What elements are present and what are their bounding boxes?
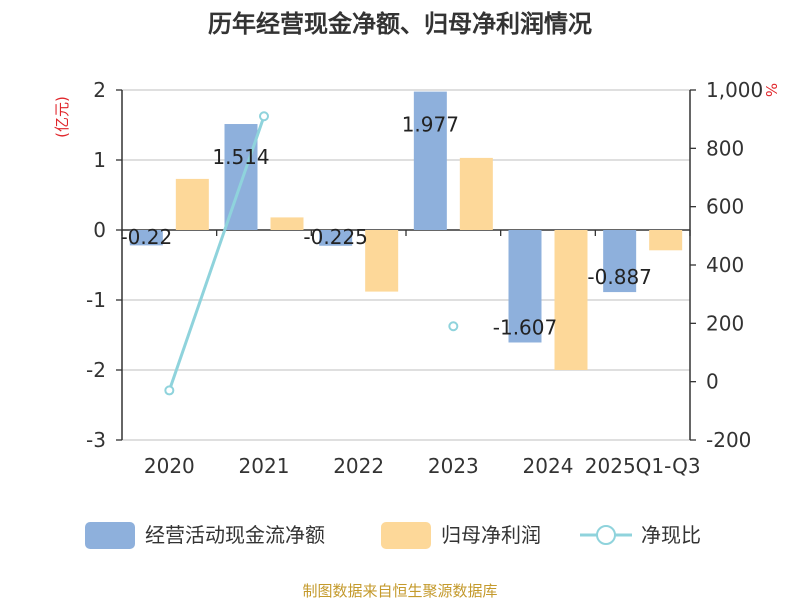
left-axis-unit: (亿元) — [53, 96, 71, 138]
bar-netprofit — [270, 217, 304, 230]
right-tick-label: 0 — [706, 370, 719, 394]
data-labels: -0.22 1.514 -0.225 1.977 -1.607 -0.887 — [120, 113, 651, 340]
left-tick-label: 2 — [93, 78, 106, 102]
ratio-line — [164, 111, 459, 396]
right-tick-label: -200 — [706, 428, 751, 452]
bar-netprofit — [554, 230, 588, 370]
left-tick-label: 0 — [93, 218, 106, 242]
bar-cashflow — [508, 230, 542, 343]
ratio-point — [164, 385, 175, 396]
bar-cashflow — [129, 230, 163, 246]
right-axis-unit: % — [762, 83, 780, 97]
right-tick-label: 800 — [706, 136, 744, 160]
x-tick-label: 2024 — [523, 454, 574, 478]
bar-netprofit — [459, 157, 493, 230]
data-label: 1.977 — [402, 113, 459, 137]
legend-marker-ratio — [596, 525, 616, 545]
ratio-point — [448, 321, 459, 332]
x-tick-label: 2025Q1-Q3 — [585, 454, 701, 478]
left-tick-label: -2 — [86, 358, 106, 382]
ratio-point — [259, 111, 269, 122]
legend-swatch-cashflow — [85, 522, 135, 549]
bar-cashflow — [603, 230, 637, 293]
legend: 经营活动现金流净额 归母净利润 净现比 — [85, 522, 701, 549]
right-tick-label: 400 — [706, 253, 744, 277]
data-label: -0.887 — [587, 265, 651, 289]
data-label: -0.22 — [120, 225, 172, 249]
legend-label-cashflow: 经营活动现金流净额 — [145, 523, 325, 547]
left-tick-label: 1 — [93, 148, 106, 172]
x-tick-label: 2020 — [144, 454, 195, 478]
source-note: 制图数据来自恒生聚源数据库 — [302, 582, 497, 600]
bar-netprofit — [175, 178, 209, 230]
left-tick-label: -3 — [86, 428, 106, 452]
ratio-line-segment — [167, 115, 266, 391]
axes: 2 1 0 -1 -2 -3 1,000 800 600 400 200 0 -200 2020 2021 2… — [86, 78, 763, 478]
legend-swatch-netprofit — [381, 522, 431, 549]
right-tick-label: 1,000 — [706, 78, 763, 102]
chart-title: 历年经营现金净额、归母净利润情况 — [208, 10, 592, 38]
bar-cashflow — [319, 230, 353, 246]
grid-lines — [122, 89, 690, 441]
bar-cashflow — [413, 91, 447, 230]
legend-label-netprofit: 归母净利润 — [441, 523, 541, 547]
left-tick-label: -1 — [86, 288, 106, 312]
legend-label-ratio: 净现比 — [641, 523, 701, 547]
x-tick-label: 2021 — [239, 454, 290, 478]
x-tick-label: 2022 — [333, 454, 384, 478]
bars — [129, 91, 683, 370]
data-label: 1.514 — [212, 145, 269, 169]
right-tick-label: 600 — [706, 195, 744, 219]
right-tick-label: 200 — [706, 311, 744, 335]
bar-netprofit — [649, 230, 683, 251]
x-tick-label: 2023 — [428, 454, 479, 478]
data-label: -0.225 — [303, 225, 367, 249]
bar-netprofit — [365, 230, 399, 292]
data-label: -1.607 — [493, 315, 557, 339]
